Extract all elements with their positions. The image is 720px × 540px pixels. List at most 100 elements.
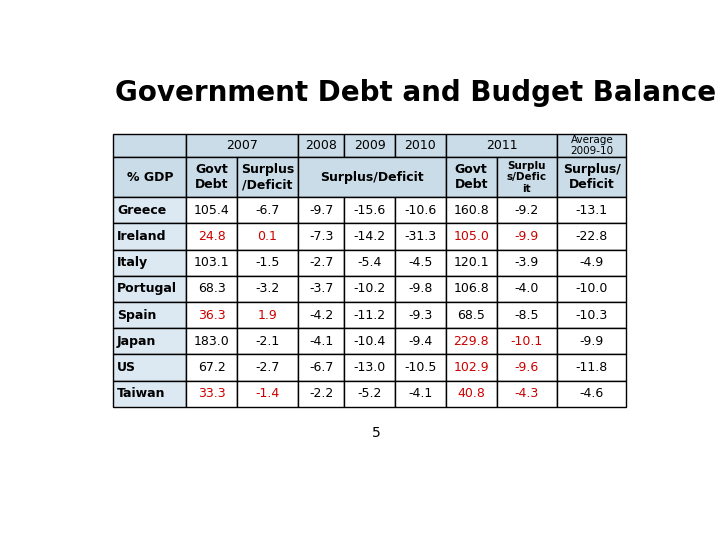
- Bar: [113, 157, 186, 197]
- Text: -14.2: -14.2: [354, 230, 386, 243]
- Bar: [186, 381, 237, 407]
- Text: 2010: 2010: [405, 139, 436, 152]
- Text: 0.1: 0.1: [258, 230, 277, 243]
- Bar: [446, 197, 497, 224]
- Bar: [113, 302, 186, 328]
- Text: 67.2: 67.2: [198, 361, 225, 374]
- Text: -13.0: -13.0: [354, 361, 386, 374]
- Bar: [113, 134, 186, 157]
- Bar: [497, 354, 557, 381]
- Bar: [298, 354, 344, 381]
- Text: -10.5: -10.5: [405, 361, 436, 374]
- Text: -4.6: -4.6: [580, 387, 604, 400]
- Text: Japan: Japan: [117, 335, 156, 348]
- Bar: [395, 224, 446, 249]
- Bar: [344, 328, 395, 354]
- Bar: [446, 302, 497, 328]
- Bar: [237, 276, 298, 302]
- Bar: [557, 249, 626, 276]
- Text: 183.0: 183.0: [194, 335, 230, 348]
- Bar: [557, 328, 626, 354]
- Text: -8.5: -8.5: [515, 308, 539, 321]
- Bar: [497, 157, 557, 197]
- Text: 103.1: 103.1: [194, 256, 230, 269]
- Bar: [557, 381, 626, 407]
- Bar: [446, 249, 497, 276]
- Text: 106.8: 106.8: [454, 282, 489, 295]
- Bar: [298, 249, 344, 276]
- Bar: [395, 276, 446, 302]
- Bar: [186, 249, 237, 276]
- Text: 2011: 2011: [486, 139, 518, 152]
- Bar: [497, 197, 557, 224]
- Text: Spain: Spain: [117, 308, 156, 321]
- Bar: [237, 354, 298, 381]
- Bar: [395, 354, 446, 381]
- Text: 105.4: 105.4: [194, 204, 230, 217]
- Bar: [344, 134, 395, 157]
- Bar: [186, 328, 237, 354]
- Text: Surplus
/Deficit: Surplus /Deficit: [240, 163, 294, 191]
- Text: Govt
Debt: Govt Debt: [195, 163, 228, 191]
- Text: -9.2: -9.2: [515, 204, 539, 217]
- Bar: [237, 224, 298, 249]
- Bar: [186, 134, 298, 157]
- Text: -5.4: -5.4: [358, 256, 382, 269]
- Text: -4.1: -4.1: [408, 387, 433, 400]
- Bar: [557, 134, 626, 157]
- Bar: [344, 224, 395, 249]
- Bar: [344, 381, 395, 407]
- Text: -2.2: -2.2: [309, 387, 333, 400]
- Text: -9.9: -9.9: [580, 335, 604, 348]
- Bar: [186, 157, 237, 197]
- Bar: [557, 197, 626, 224]
- Bar: [497, 381, 557, 407]
- Bar: [113, 276, 186, 302]
- Text: Greece: Greece: [117, 204, 166, 217]
- Bar: [298, 328, 344, 354]
- Text: 5: 5: [372, 426, 381, 440]
- Text: -3.2: -3.2: [256, 282, 279, 295]
- Bar: [237, 381, 298, 407]
- Text: -2.7: -2.7: [309, 256, 333, 269]
- Bar: [237, 302, 298, 328]
- Bar: [113, 381, 186, 407]
- Bar: [113, 328, 186, 354]
- Text: Portugal: Portugal: [117, 282, 177, 295]
- Bar: [237, 328, 298, 354]
- Text: 2007: 2007: [226, 139, 258, 152]
- Text: -1.4: -1.4: [256, 387, 279, 400]
- Bar: [186, 276, 237, 302]
- Text: Average
2009-10: Average 2009-10: [570, 135, 613, 157]
- Text: -2.7: -2.7: [255, 361, 279, 374]
- Text: -6.7: -6.7: [309, 361, 333, 374]
- Bar: [395, 134, 446, 157]
- Bar: [557, 157, 626, 197]
- Bar: [186, 302, 237, 328]
- Bar: [344, 197, 395, 224]
- Bar: [298, 157, 446, 197]
- Text: -5.2: -5.2: [358, 387, 382, 400]
- Text: 160.8: 160.8: [454, 204, 489, 217]
- Text: 68.3: 68.3: [198, 282, 225, 295]
- Text: -10.0: -10.0: [575, 282, 608, 295]
- Bar: [298, 381, 344, 407]
- Text: -4.1: -4.1: [309, 335, 333, 348]
- Text: -4.0: -4.0: [515, 282, 539, 295]
- Text: Surplu
s/Defic
it: Surplu s/Defic it: [507, 160, 547, 194]
- Text: 105.0: 105.0: [453, 230, 489, 243]
- Bar: [344, 249, 395, 276]
- Text: Surplus/
Deficit: Surplus/ Deficit: [563, 163, 621, 191]
- Bar: [237, 197, 298, 224]
- Bar: [237, 157, 298, 197]
- Text: 40.8: 40.8: [457, 387, 485, 400]
- Bar: [298, 302, 344, 328]
- Text: Govt
Debt: Govt Debt: [454, 163, 488, 191]
- Bar: [497, 249, 557, 276]
- Text: -2.1: -2.1: [256, 335, 279, 348]
- Bar: [186, 354, 237, 381]
- Text: 2008: 2008: [305, 139, 337, 152]
- Bar: [446, 134, 557, 157]
- Bar: [497, 276, 557, 302]
- Bar: [113, 354, 186, 381]
